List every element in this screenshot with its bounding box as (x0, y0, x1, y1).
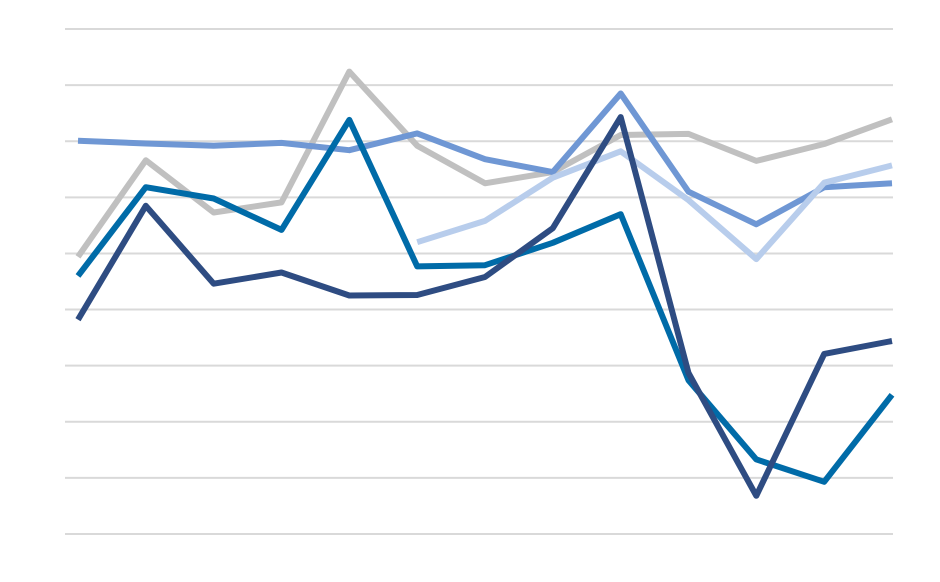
series-line-3 (416, 148, 893, 263)
series-line-2 (77, 90, 893, 228)
series-lines (75, 68, 895, 499)
series-line-1 (75, 68, 894, 259)
series-line-4 (75, 116, 895, 485)
series-line-5 (75, 114, 893, 499)
